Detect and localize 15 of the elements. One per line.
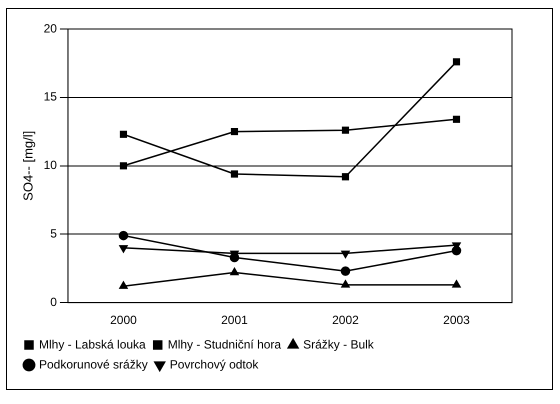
legend-label: Povrchový odtok: [170, 357, 260, 372]
y-tick-label: 0: [50, 294, 58, 309]
legend-label: Podkorunové srážky: [39, 357, 148, 372]
x-tick-label: 2002: [332, 313, 360, 328]
legend-label: Mlhy - Studniční hora: [168, 337, 282, 352]
y-tick-label: 5: [50, 226, 58, 241]
x-tick-label: 2001: [221, 313, 248, 328]
y-tick-label: 15: [44, 90, 58, 104]
y-tick-label: 10: [44, 158, 58, 172]
legend-label: Mlhy - Labská louka: [39, 337, 146, 352]
x-tick-label: 2003: [443, 313, 470, 328]
y-tick-label: 20: [44, 21, 58, 36]
x-tick-label: 2000: [110, 313, 138, 328]
y-axis-title: SO4-- [mg/l]: [20, 130, 36, 201]
legend-label: Srážky - Bulk: [303, 337, 375, 352]
